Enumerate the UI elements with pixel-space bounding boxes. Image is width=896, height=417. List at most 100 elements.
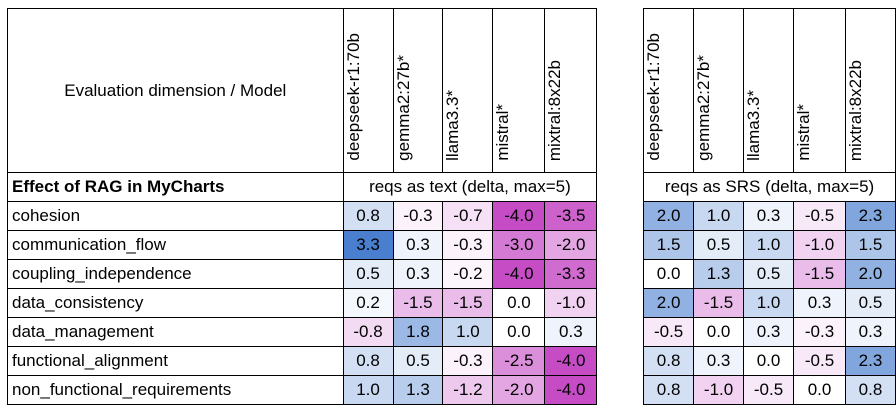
score-cell: 0.3 [544, 317, 598, 347]
score-cell: -0.3 [442, 230, 494, 260]
score-cell: -0.5 [743, 375, 795, 405]
dimension-label: data_consistency [7, 288, 344, 318]
score-cell: 0.3 [392, 230, 444, 260]
dimension-label: communication_flow [7, 230, 344, 260]
score-cell: -0.5 [793, 201, 846, 231]
dimension-label: non_functional_requirements [7, 375, 344, 405]
score-cell: 0.8 [342, 201, 394, 231]
score-cell: 1.0 [693, 201, 745, 231]
model-header-right-2: gemma2:27b* [693, 8, 745, 173]
model-header-left-3: llama3.3* [442, 8, 494, 173]
score-cell: 0.5 [392, 346, 444, 376]
score-cell: 3.3 [342, 230, 394, 260]
score-cell: 0.0 [492, 317, 546, 347]
group-gap [596, 201, 645, 231]
score-cell: 2.0 [643, 288, 695, 318]
score-cell: -4.0 [544, 375, 598, 405]
score-cell: 1.5 [844, 230, 896, 260]
score-cell: -3.3 [544, 259, 598, 289]
group-right-label: reqs as SRS (delta, max=5) [643, 172, 896, 202]
header-row: Evaluation dimension / Model deepseek-r1… [7, 8, 896, 173]
model-header-right-4: mistral* [793, 8, 846, 173]
dimension-label: data_management [7, 317, 344, 347]
score-cell: -1.5 [442, 288, 494, 318]
score-cell: -3.5 [544, 201, 598, 231]
model-name: mistral* [794, 104, 814, 161]
score-cell: 0.3 [743, 201, 795, 231]
score-cell: 0.5 [743, 259, 795, 289]
score-cell: -2.5 [492, 346, 546, 376]
score-cell: -1.0 [793, 230, 846, 260]
group-gap [596, 288, 645, 318]
group-gap [596, 259, 645, 289]
score-cell: 0.0 [492, 288, 546, 318]
model-name: llama3.3* [744, 90, 764, 161]
model-header-left-1: deepseek-r1:70b [342, 8, 394, 173]
score-cell: 0.0 [743, 346, 795, 376]
model-name: llama3.3* [443, 90, 463, 161]
score-cell: -1.5 [693, 288, 745, 318]
score-cell: -0.8 [342, 317, 394, 347]
model-header-left-5: mixtral:8x22b [544, 8, 598, 173]
score-cell: -0.3 [392, 201, 444, 231]
rag-effect-table: Evaluation dimension / Model deepseek-r1… [7, 8, 896, 405]
score-cell: 1.3 [392, 375, 444, 405]
score-cell: -1.2 [442, 375, 494, 405]
score-cell: 1.8 [392, 317, 444, 347]
score-cell: 1.0 [743, 230, 795, 260]
score-cell: 2.3 [844, 201, 896, 231]
model-name: mixtral:8x22b [545, 59, 565, 161]
score-cell: 1.0 [442, 317, 494, 347]
model-header-left-4: mistral* [492, 8, 546, 173]
score-cell: -0.5 [793, 346, 846, 376]
table-row: functional_alignment 0.8 0.5 -0.3 -2.5 -4.0 0.… [7, 346, 896, 376]
score-cell: 0.8 [643, 375, 695, 405]
score-cell: 0.2 [342, 288, 394, 318]
score-cell: 1.0 [743, 288, 795, 318]
score-cell: -0.7 [442, 201, 494, 231]
table-row: non_functional_requirements 1.0 1.3 -1.2 -2.… [7, 375, 896, 405]
group-gap [596, 317, 645, 347]
group-left-label: reqs as text (delta, max=5) [342, 172, 598, 202]
score-cell: -2.0 [544, 230, 598, 260]
score-cell: 1.3 [693, 259, 745, 289]
model-header-right-1: deepseek-r1:70b [643, 8, 695, 173]
score-cell: -1.5 [793, 259, 846, 289]
group-gap [596, 172, 645, 202]
score-cell: -0.3 [793, 317, 846, 347]
score-cell: -1.0 [693, 375, 745, 405]
group-gap [596, 8, 645, 173]
score-cell: 2.3 [844, 346, 896, 376]
model-header-left-2: gemma2:27b* [392, 8, 444, 173]
score-cell: 0.3 [392, 259, 444, 289]
score-cell: 0.3 [793, 288, 846, 318]
score-cell: -0.5 [643, 317, 695, 347]
score-cell: -4.0 [492, 259, 546, 289]
score-cell: 0.3 [743, 317, 795, 347]
score-cell: 0.5 [342, 259, 394, 289]
score-cell: 0.8 [342, 346, 394, 376]
table-row: communication_flow 3.3 0.3 -0.3 -3.0 -2.0 1.5 0… [7, 230, 896, 260]
score-cell: -4.0 [492, 201, 546, 231]
model-name: gemma2:27b* [393, 55, 413, 161]
score-cell: 0.0 [693, 317, 745, 347]
score-cell: 0.5 [693, 230, 745, 260]
model-name: mistral* [493, 104, 513, 161]
score-cell: -3.0 [492, 230, 546, 260]
score-cell: -4.0 [544, 346, 598, 376]
model-name: deepseek-r1:70b [343, 33, 363, 161]
corner-label: Evaluation dimension / Model [7, 8, 344, 173]
group-gap [596, 230, 645, 260]
score-cell: 0.0 [793, 375, 846, 405]
table-row: data_consistency 0.2 -1.5 -1.5 0.0 -1.0 2.0 -1.… [7, 288, 896, 318]
score-cell: -0.2 [442, 259, 494, 289]
score-cell: 0.8 [844, 375, 896, 405]
model-header-right-5: mixtral:8x22b [844, 8, 896, 173]
table-row: coupling_independence 0.5 0.3 -0.2 -4.0 -3.3 0… [7, 259, 896, 289]
model-name: gemma2:27b* [694, 55, 714, 161]
score-cell: 1.0 [342, 375, 394, 405]
score-cell: 0.5 [844, 288, 896, 318]
score-cell: -1.5 [392, 288, 444, 318]
model-name: deepseek-r1:70b [644, 33, 664, 161]
section-row: Effect of RAG in MyCharts reqs as text (… [7, 172, 896, 202]
